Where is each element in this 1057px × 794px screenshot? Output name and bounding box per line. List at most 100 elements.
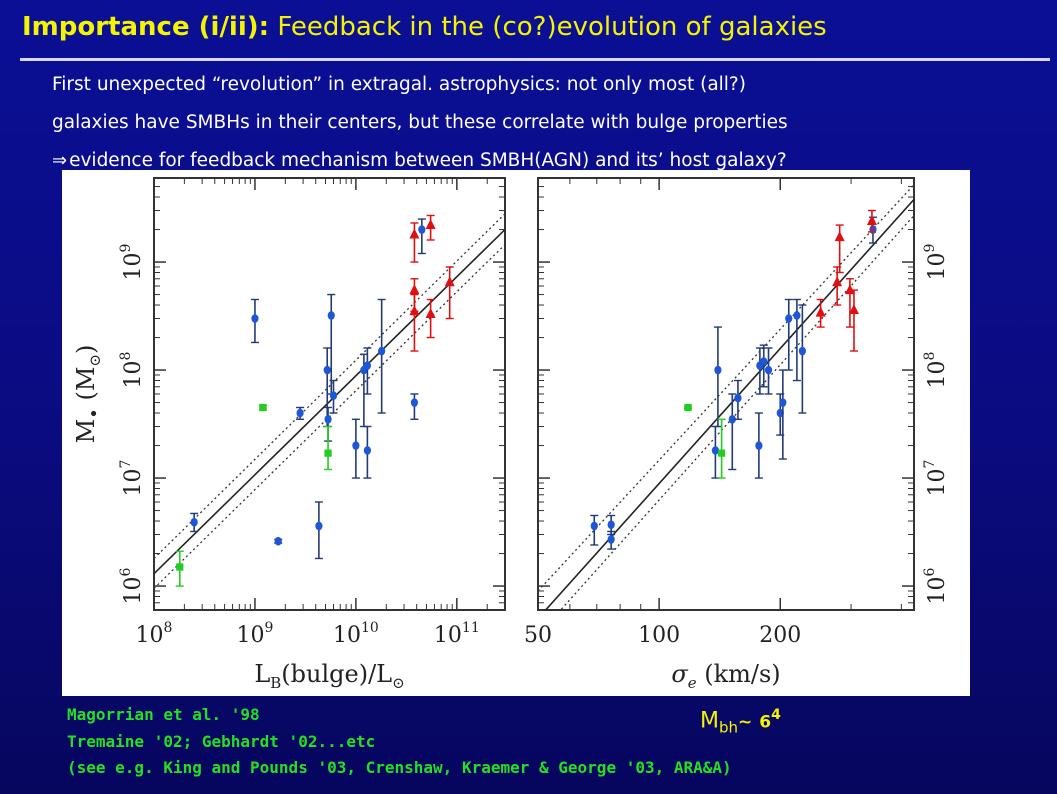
- data-point-triangle: [866, 214, 877, 225]
- data-point-triangle: [834, 231, 845, 242]
- x-axis-label-unit: (km/s): [697, 660, 781, 688]
- data-point-triangle: [832, 276, 843, 287]
- x-tick-exp: 8: [164, 620, 173, 636]
- x-tick-label: 1011: [434, 620, 480, 648]
- x-tick-exp: 9: [264, 620, 273, 636]
- data-point-triangle: [844, 284, 855, 295]
- data-point-square: [718, 449, 726, 457]
- data-point-square: [259, 403, 267, 412]
- x-axis-label: LB(bulge)/L⊙: [254, 660, 404, 692]
- data-point-triangle: [409, 228, 420, 239]
- data-point-circle: [327, 311, 335, 320]
- x-axis-label-sun: ⊙: [392, 674, 405, 692]
- y-tick-exp: 8: [118, 352, 134, 361]
- y-tick-label: 106: [922, 568, 950, 605]
- data-point-circle: [607, 520, 615, 529]
- data-point-circle: [779, 398, 787, 407]
- x-tick-label: 1010: [333, 620, 379, 648]
- series-square: [175, 403, 333, 587]
- data-point-circle: [324, 414, 332, 424]
- body-line-3: ⇒ evidence for feedback mechanism between…: [52, 142, 1042, 180]
- data-point-circle: [352, 441, 360, 450]
- y-axis-label-mid: (M: [72, 367, 100, 409]
- relation-lhs: M: [700, 708, 719, 734]
- x-axis-label: σe (km/s): [671, 660, 780, 692]
- y-tick-label: 108: [118, 352, 146, 389]
- series-triangle: [815, 209, 877, 352]
- data-point-triangle: [409, 284, 420, 295]
- data-point-square: [324, 449, 332, 457]
- fit-band-lower: [559, 215, 914, 610]
- data-point-triangle: [848, 303, 859, 314]
- data-point-circle: [755, 441, 763, 450]
- y-axis-label-close: ): [72, 345, 100, 354]
- data-point-circle: [798, 346, 806, 356]
- title-underline: [20, 58, 1050, 61]
- relation-rhs: 6: [759, 712, 772, 733]
- y-tick-exp: 9: [118, 244, 134, 253]
- body-line-1: First unexpected “revolution” in extraga…: [52, 74, 746, 95]
- reference-3: (see e.g. King and Pounds '03, Crenshaw,…: [67, 758, 732, 777]
- series-circle: [190, 218, 426, 560]
- x-tick-base: 200: [759, 623, 801, 648]
- x-axis-label-main: L: [254, 660, 270, 688]
- fit-line: [544, 198, 914, 610]
- data-point-circle: [251, 314, 259, 323]
- y-tick-base: 10: [121, 361, 146, 389]
- x-tick-base: 10: [434, 623, 462, 648]
- y-tick-label: 106: [118, 568, 146, 605]
- implies-arrow-icon: ⇒: [52, 150, 68, 171]
- y-tick-base: 10: [925, 253, 950, 281]
- data-point-square: [684, 403, 692, 412]
- body-text: First unexpected “revolution” in extraga…: [52, 66, 1042, 180]
- slide-title: Importance (i/ii): Feedback in the (co?)…: [22, 12, 827, 42]
- y-tick-exp: 7: [118, 460, 134, 469]
- data-point-circle: [711, 446, 720, 455]
- x-tick-label: 109: [236, 620, 273, 648]
- x-tick-exp: 10: [361, 620, 379, 636]
- figure-panel: 108 109 1010 1011 106 107 108 109 LB(bulge)/L⊙ M•…: [62, 170, 970, 696]
- data-point-circle: [410, 398, 419, 407]
- data-point-circle: [785, 314, 793, 323]
- data-point-triangle: [425, 219, 436, 230]
- x-tick-label: 50: [524, 623, 552, 648]
- data-point-circle: [760, 357, 768, 366]
- body-line-3-text: evidence for feedback mechanism between …: [69, 150, 787, 171]
- data-point-square: [176, 563, 184, 571]
- y-tick-label: 107: [118, 460, 146, 497]
- data-point-circle: [776, 408, 784, 418]
- reference-1: Magorrian et al. '98: [67, 705, 260, 724]
- x-tick-label: 108: [136, 620, 173, 648]
- x-tick-base: 100: [638, 623, 680, 648]
- mbh-sigma-relation: Mbh~ 64: [700, 707, 781, 737]
- data-point-circle: [714, 365, 722, 375]
- y-axis-label-sun: ⊙: [86, 354, 104, 367]
- y-axis-label: M• (M⊙): [72, 345, 105, 444]
- data-point-circle: [363, 361, 371, 370]
- y-tick-exp: 9: [922, 244, 938, 253]
- y-tick-label: 109: [922, 244, 950, 281]
- relation-tilde: ~: [738, 712, 753, 733]
- scatter-figure: 108 109 1010 1011106107108109LB(bulge)/L⊙M•…: [72, 177, 950, 692]
- data-point-circle: [590, 521, 598, 531]
- x-axis-label-sigma: σ: [671, 660, 688, 688]
- x-tick-base: 50: [524, 623, 552, 648]
- fit-line: [154, 228, 505, 575]
- series-square: [684, 403, 726, 479]
- data-point-circle: [764, 365, 773, 375]
- y-tick-label: 109: [118, 244, 146, 281]
- data-point-circle: [363, 446, 371, 455]
- y-tick-base: 10: [121, 469, 146, 497]
- fit-band-upper: [538, 184, 914, 592]
- body-line-2: galaxies have SMBHs in their centers, bu…: [52, 112, 788, 133]
- references: Magorrian et al. '98 Tremaine '02; Gebha…: [67, 702, 732, 782]
- y-tick-base: 10: [925, 469, 950, 497]
- data-point-circle: [323, 365, 331, 375]
- data-point-triangle: [409, 305, 420, 316]
- data-point-circle: [274, 536, 282, 546]
- y-tick-base: 10: [121, 577, 146, 605]
- x-axis-label-mid: (bulge)/L: [281, 660, 392, 688]
- y-tick-label: 107: [922, 460, 950, 497]
- data-point-circle: [793, 311, 801, 320]
